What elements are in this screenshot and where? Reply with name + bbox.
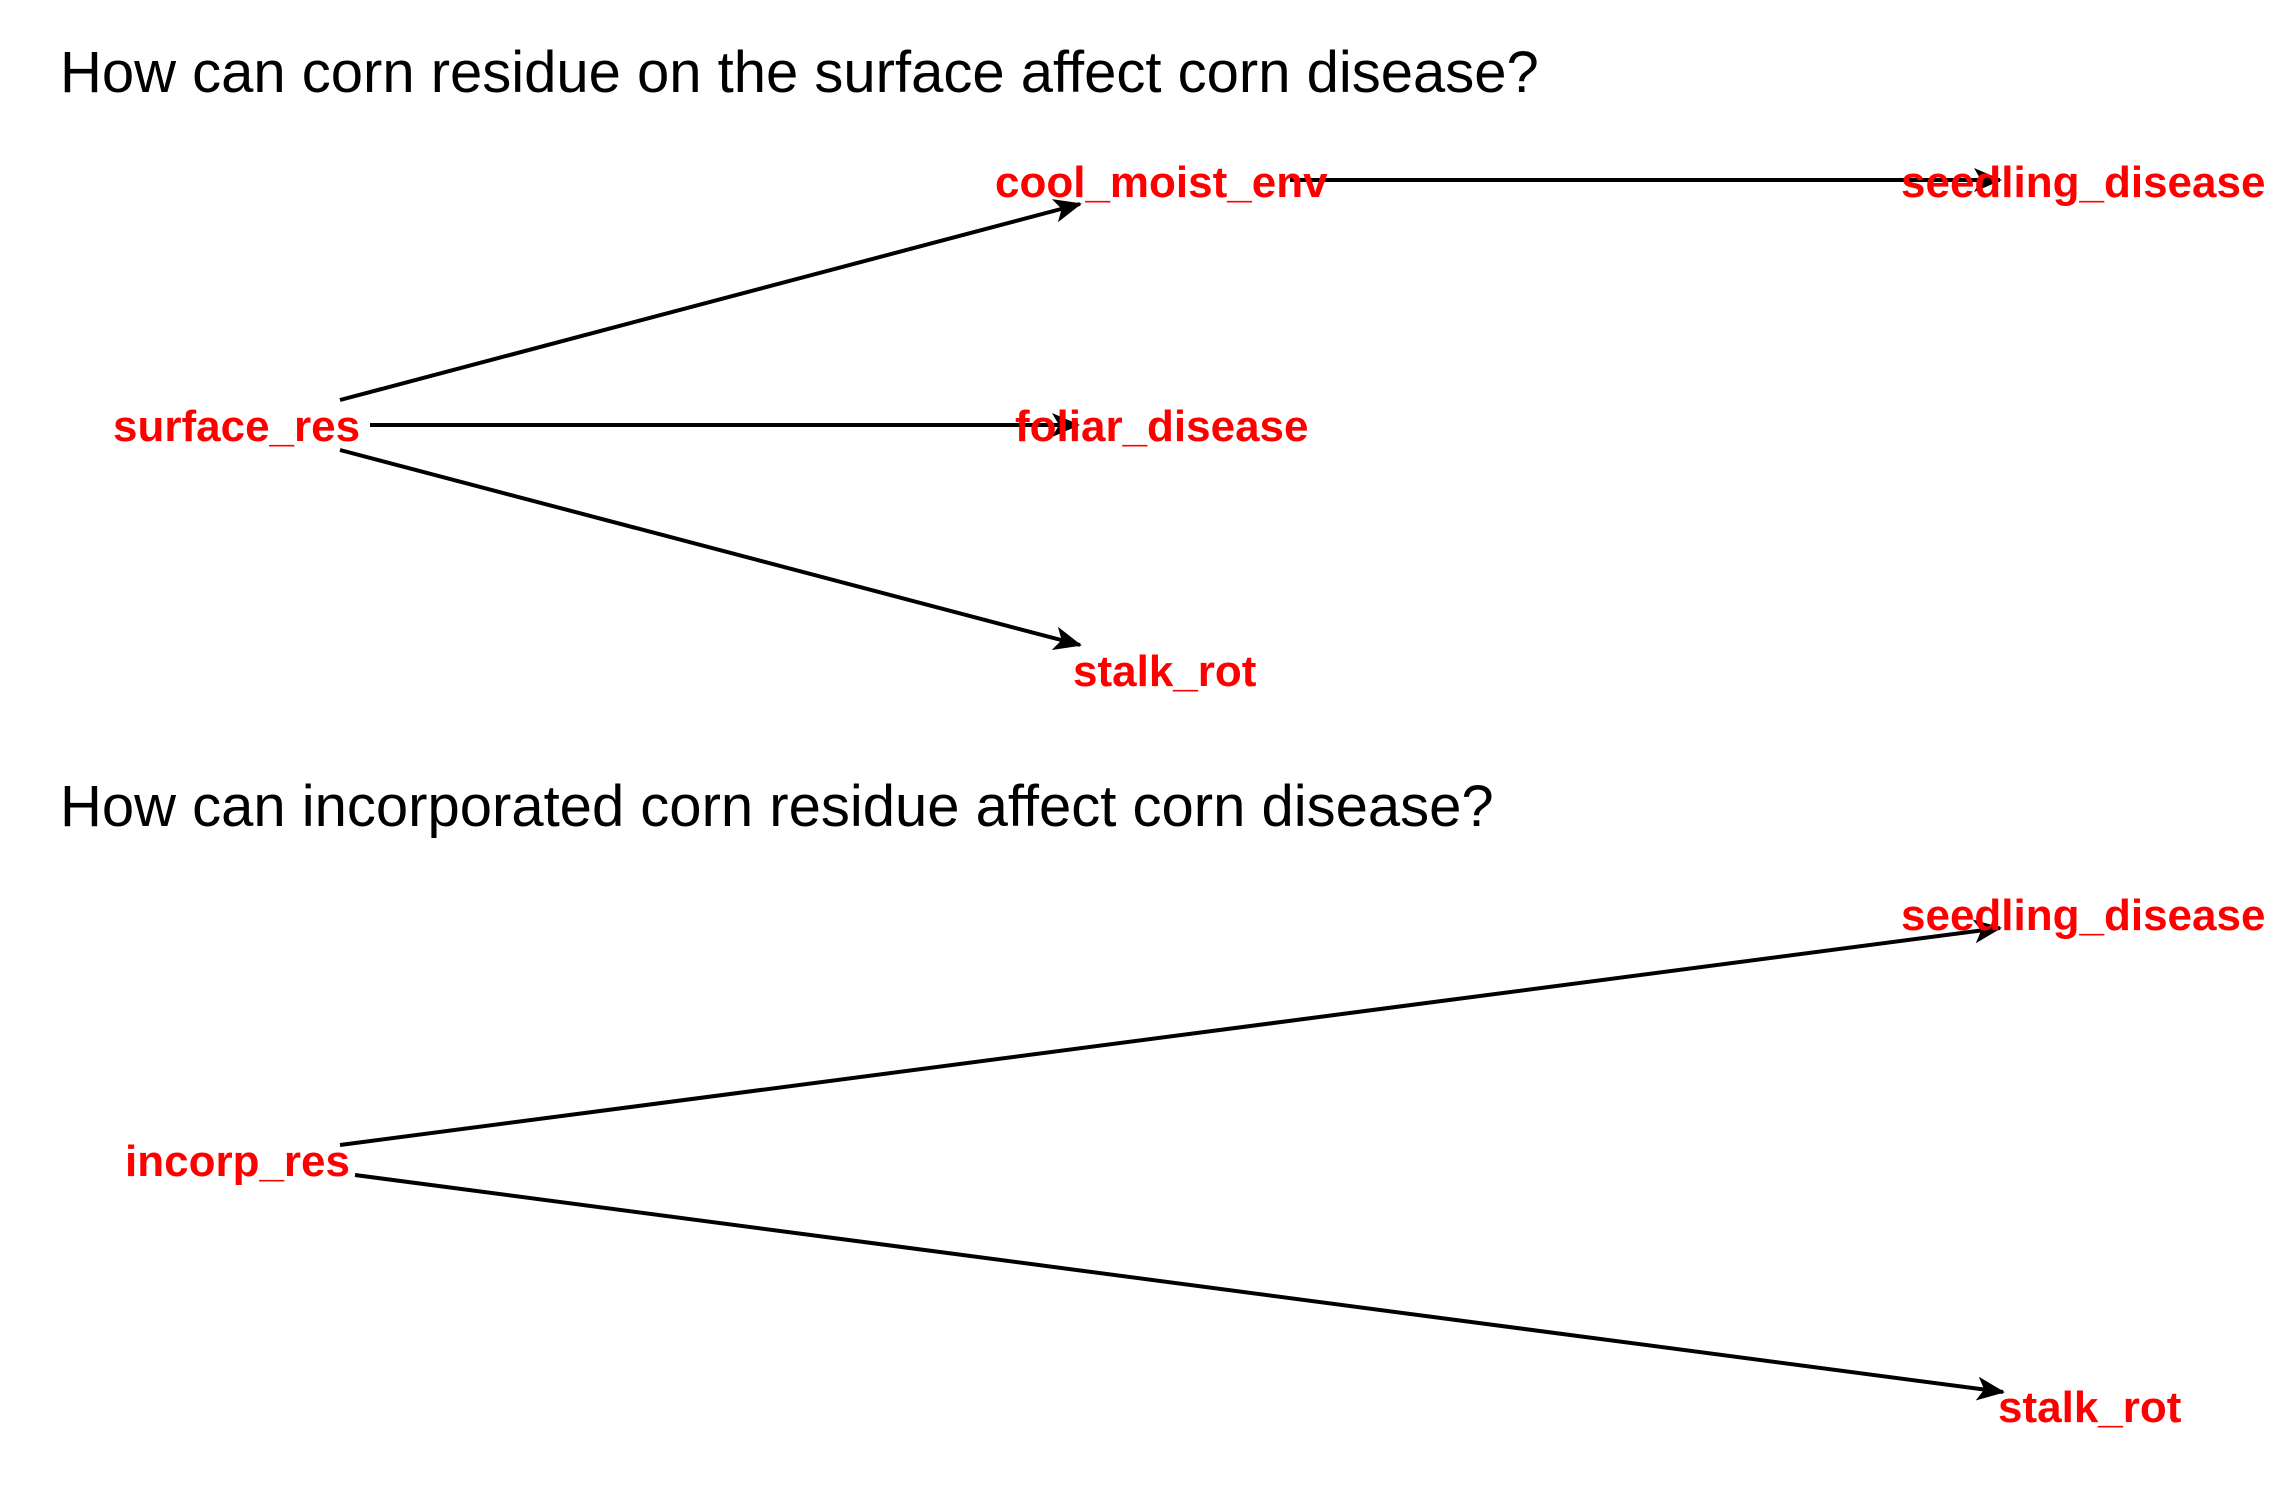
edge-surface_res-to-cool_moist_env (339, 199, 1082, 402)
edge-incorp_res-to-seedling_disease (339, 919, 2002, 1147)
node-stalk_rot-2: stalk_rot (1998, 1383, 2182, 1432)
node-incorp_res: incorp_res (125, 1137, 350, 1186)
edge-incorp_res-to-stalk_rot (354, 1173, 2005, 1401)
node-surface_res: surface_res (113, 402, 360, 451)
panel-2-title: How can incorporated corn residue affect… (60, 774, 1494, 839)
node-foliar_disease: foliar_disease (1015, 402, 1309, 451)
node-seedling_disease: seedling_disease (1901, 158, 2265, 207)
panel-1-title: How can corn residue on the surface affe… (60, 40, 1539, 105)
node-seedling_disease-2: seedling_disease (1901, 891, 2265, 940)
node-cool_moist_env: cool_moist_env (995, 158, 1328, 207)
edge-surface_res-to-stalk_rot (339, 448, 1082, 650)
panel-surface-residue: How can corn residue on the surface affe… (60, 40, 2265, 696)
panel-incorporated-residue: How can incorporated corn residue affect… (60, 774, 2265, 1432)
node-stalk_rot: stalk_rot (1073, 647, 1257, 696)
